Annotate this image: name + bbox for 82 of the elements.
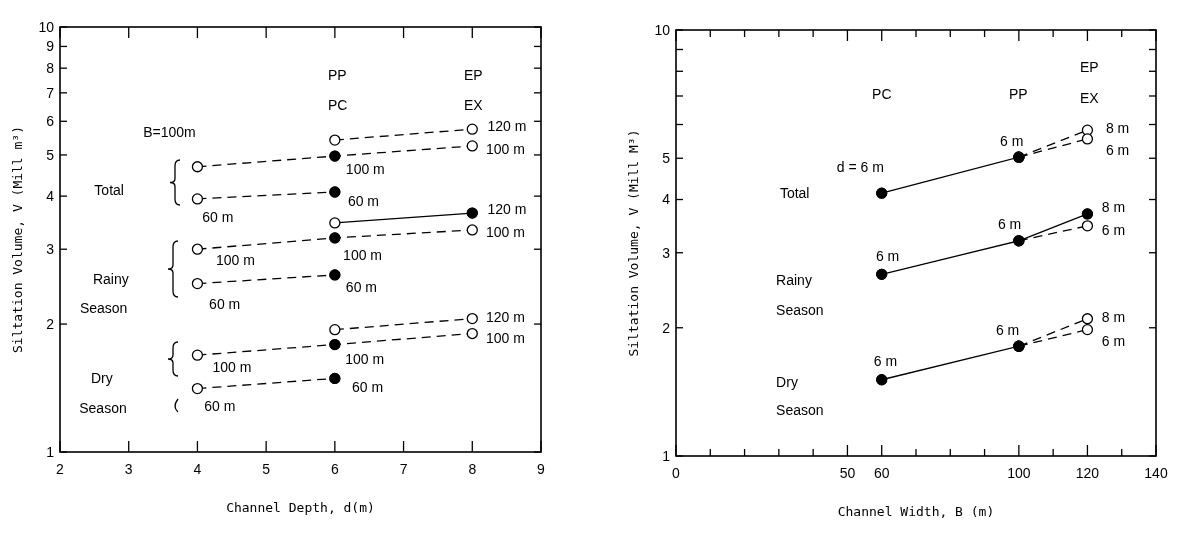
y-tick-label: 5 bbox=[662, 150, 671, 167]
annotation: Season bbox=[776, 302, 824, 319]
x-tick-label: 60 bbox=[873, 465, 890, 481]
x-tick-label: 6 bbox=[330, 461, 339, 477]
annotation: 100 m bbox=[215, 251, 255, 268]
annotation: 100 m bbox=[486, 330, 525, 347]
x-tick-label: 5 bbox=[262, 461, 271, 477]
annotation: 120 m bbox=[487, 117, 527, 134]
y-axis-title: Siltation Volume, V (Mill m³) bbox=[10, 126, 25, 353]
annotation: 6 m bbox=[995, 321, 1020, 338]
annotation: 100 m bbox=[345, 161, 385, 178]
annotation: 100 m bbox=[212, 359, 252, 376]
annotation: EX bbox=[1079, 90, 1100, 107]
y-tick-label: 10 bbox=[38, 18, 55, 35]
annotation: Season bbox=[79, 399, 127, 416]
y-tick-label: 6 bbox=[46, 113, 55, 130]
y-tick-label: 3 bbox=[46, 241, 55, 258]
y-tick-label: 10 bbox=[654, 21, 671, 38]
y-axis-title: Siltation Volume, V (Mill M³) bbox=[626, 129, 641, 357]
y-tick-label: 1 bbox=[662, 447, 671, 464]
annotation: 6 m bbox=[997, 216, 1022, 233]
annotation: Rainy bbox=[776, 271, 812, 288]
annotation: PC bbox=[327, 97, 348, 113]
annotation: 6 m bbox=[1105, 141, 1130, 158]
annotation: 100 m bbox=[345, 351, 385, 368]
x-axis-title: Channel Width, B (m) bbox=[837, 504, 995, 519]
annotation: 6 m bbox=[1101, 333, 1126, 350]
x-tick-label: 100 bbox=[1007, 465, 1031, 481]
x-tick-label: 2 bbox=[56, 461, 65, 477]
annotation: PC bbox=[872, 85, 892, 102]
x-tick-label: 8 bbox=[468, 461, 477, 477]
annotation: 6 m bbox=[1101, 222, 1126, 239]
annotation: 60 m bbox=[209, 295, 241, 312]
y-tick-label: 4 bbox=[662, 191, 671, 208]
x-tick-label: 9 bbox=[537, 461, 546, 477]
x-axis-title: Channel Depth, d(m) bbox=[226, 500, 375, 515]
y-tick-label: 2 bbox=[46, 315, 55, 332]
annotation: 60 m bbox=[345, 279, 377, 296]
annotation: 8 m bbox=[1101, 308, 1126, 325]
annotation: 60 m bbox=[352, 379, 384, 396]
annotation: 120 m bbox=[487, 200, 527, 217]
x-tick-label: 140 bbox=[1144, 465, 1168, 481]
annotation: EX bbox=[464, 97, 484, 113]
annotation: 8 m bbox=[1101, 198, 1126, 215]
annotation: d = 6 m bbox=[836, 158, 884, 175]
y-tick-label: 4 bbox=[46, 188, 55, 205]
annotation: 100 m bbox=[486, 141, 525, 158]
y-tick-label: 9 bbox=[46, 38, 55, 55]
annotation: B=100m bbox=[143, 123, 196, 140]
annotation: 6 m bbox=[875, 247, 900, 264]
x-tick-label: 0 bbox=[672, 465, 681, 481]
annotation: Season bbox=[79, 300, 128, 317]
x-tick-label: 4 bbox=[193, 461, 202, 477]
annotation: 100 m bbox=[486, 224, 525, 241]
annotation: PP bbox=[1008, 85, 1028, 102]
annotation: Total bbox=[779, 185, 810, 202]
annotation: 6 m bbox=[873, 353, 898, 370]
annotation: Season bbox=[776, 402, 824, 419]
x-tick-label: 120 bbox=[1075, 465, 1100, 481]
y-tick-label: 1 bbox=[46, 443, 55, 460]
annotation: Total bbox=[94, 182, 124, 199]
annotation: 6 m bbox=[1000, 132, 1024, 149]
annotation: Rainy bbox=[92, 271, 129, 288]
annotation: Dry bbox=[90, 370, 113, 387]
annotation: 120 m bbox=[486, 308, 525, 325]
x-tick-label: 7 bbox=[399, 461, 408, 477]
annotation: 60 m bbox=[202, 209, 234, 226]
y-tick-label: 8 bbox=[46, 60, 55, 77]
x-tick-label: 3 bbox=[124, 461, 133, 477]
annotation: 100 m bbox=[343, 246, 383, 263]
annotation: EP bbox=[464, 67, 483, 84]
annotation: Dry bbox=[776, 374, 798, 391]
annotation: PP bbox=[327, 67, 347, 84]
annotation: 8 m bbox=[1105, 119, 1130, 136]
y-tick-label: 7 bbox=[46, 84, 55, 101]
x-tick-label: 50 bbox=[839, 465, 856, 481]
y-tick-label: 5 bbox=[46, 146, 55, 163]
annotation: 60 m bbox=[347, 192, 380, 209]
annotation: 60 m bbox=[204, 398, 236, 415]
y-tick-label: 3 bbox=[662, 244, 671, 261]
y-tick-label: 2 bbox=[662, 319, 671, 336]
annotation: EP bbox=[1079, 58, 1099, 75]
